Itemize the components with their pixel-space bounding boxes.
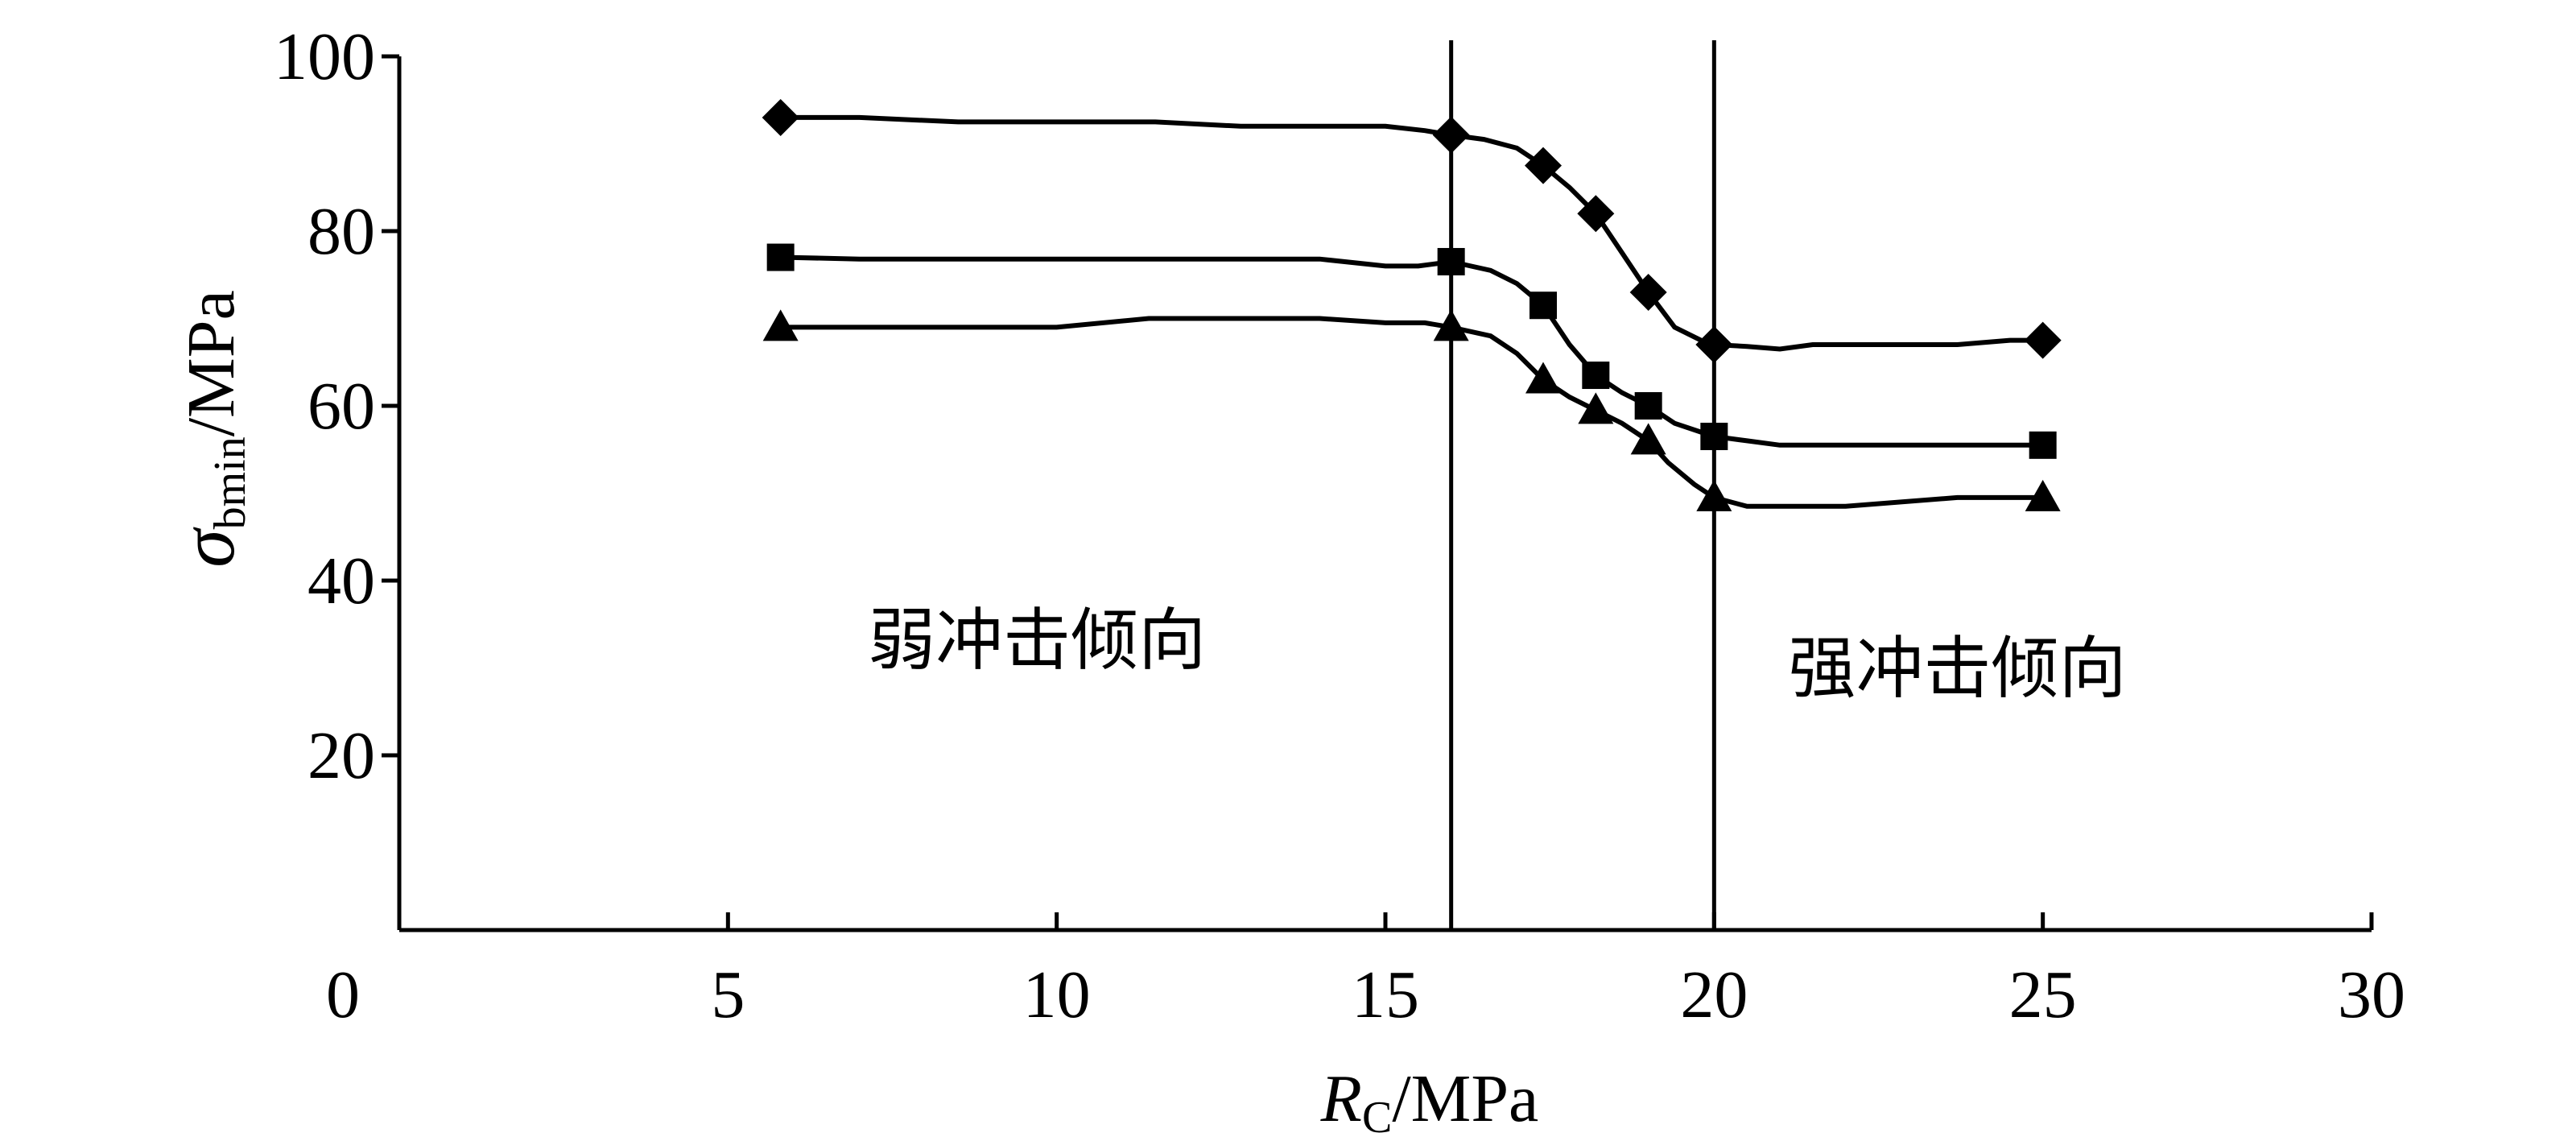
axes: 20 40 60 80 100 0 5 10 15 20 25 30 xyxy=(274,19,2405,1032)
triangle-marker xyxy=(1525,362,1561,394)
y-tick-label: 40 xyxy=(308,544,375,618)
vertical-boundary-lines xyxy=(1449,40,1716,930)
series-layer xyxy=(762,98,2062,511)
triangle-marker xyxy=(762,309,799,341)
y-tick-label: 80 xyxy=(308,194,375,269)
triangle-marker xyxy=(2025,479,2061,511)
diamond-marker xyxy=(1629,273,1667,311)
x-tick-label: 15 xyxy=(1352,957,1419,1032)
diamond-marker xyxy=(1432,116,1470,154)
square-marker xyxy=(1437,247,1465,275)
y-axis-title: σbmin/MPa xyxy=(164,290,255,568)
square-marker xyxy=(1582,362,1610,390)
y-axis-title-unit: /MPa xyxy=(174,290,249,436)
y-tick-label: 20 xyxy=(308,718,375,793)
square-marker xyxy=(1530,291,1557,320)
y-axis-title-main: σ xyxy=(164,527,250,568)
diamond-marker xyxy=(1525,147,1562,184)
square-marker xyxy=(766,243,795,271)
x-tick-label: 30 xyxy=(2338,957,2405,1032)
series-square xyxy=(766,243,2057,459)
y-axis-title-sub: bmin xyxy=(205,436,255,529)
region-label: 强冲击倾向 xyxy=(1788,629,2126,708)
series-diamond xyxy=(762,98,2062,364)
diamond-marker xyxy=(762,98,799,136)
diamond-marker xyxy=(1577,195,1615,233)
x-axis-title: RC/MPa xyxy=(1320,1061,1539,1137)
series-triangle xyxy=(762,309,2061,511)
x-tick-label: 5 xyxy=(711,957,745,1032)
x-axis-title-unit: /MPa xyxy=(1392,1061,1538,1136)
square-marker xyxy=(1700,422,1728,450)
square-marker xyxy=(1634,392,1662,420)
y-axis-ticks: 20 40 60 80 100 xyxy=(274,19,399,793)
diamond-marker xyxy=(2024,321,2062,359)
series-line xyxy=(780,114,2043,352)
triangle-marker xyxy=(1696,479,1732,511)
x-tick-label: 20 xyxy=(1680,957,1748,1032)
square-marker xyxy=(2029,431,2057,459)
y-tick-label: 100 xyxy=(274,19,375,94)
y-tick-label: 60 xyxy=(308,369,375,444)
x-axis-title-sub: C xyxy=(1362,1093,1392,1137)
x-axis-title-main: R xyxy=(1320,1061,1362,1136)
series-line xyxy=(780,254,2043,448)
x-tick-label: 25 xyxy=(2009,957,2077,1032)
triangle-marker xyxy=(1578,392,1614,424)
x-tick-label: 10 xyxy=(1023,957,1091,1032)
triangle-marker xyxy=(1433,309,1469,341)
diamond-marker xyxy=(1695,326,1733,364)
x-tick-label: 0 xyxy=(326,957,360,1032)
region-label: 弱冲击倾向 xyxy=(868,601,1206,680)
x-axis-ticks: 0 5 10 15 20 25 30 xyxy=(326,912,2405,1032)
region-labels: 弱冲击倾向 强冲击倾向 xyxy=(868,601,2126,708)
triangle-marker xyxy=(1630,423,1666,455)
